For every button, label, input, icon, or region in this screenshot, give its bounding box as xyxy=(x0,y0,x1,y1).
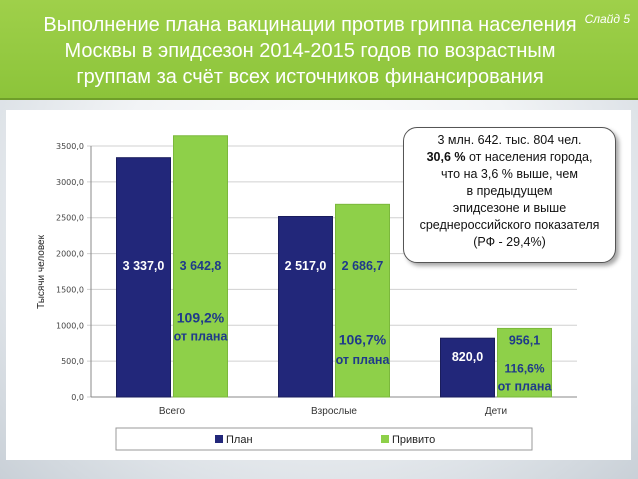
data-label: 956,1 xyxy=(509,334,540,348)
bar-plan xyxy=(278,215,333,398)
data-label: 2 517,0 xyxy=(285,259,327,273)
y-tick-label: 3000,0 xyxy=(56,178,84,187)
data-label: 3 337,0 xyxy=(123,259,165,273)
data-label: 2 686,7 xyxy=(342,259,384,273)
callout-line-1: 3 млн. 642. тыс. 804 чел. xyxy=(437,133,582,147)
bar-vaccinated xyxy=(497,327,552,398)
title-line-3: группам за счёт всех источников финансир… xyxy=(76,66,544,88)
callout-line-6: среднероссийского показателя xyxy=(419,218,600,232)
x-tick-label: Дети xyxy=(485,406,507,417)
y-axis-label: Тысячи человек xyxy=(36,234,47,309)
title-line-1: Выполнение плана вакцинации против грипп… xyxy=(43,14,577,36)
percent-annotation-text: от плана xyxy=(498,380,553,394)
callout-line-3: что на 3,6 % выше, чем xyxy=(441,167,578,181)
summary-callout: 3 млн. 642. тыс. 804 чел. 30,6 % от насе… xyxy=(403,127,616,263)
legend-label-plan: План xyxy=(226,434,253,446)
callout-line-4: в предыдущем xyxy=(466,184,553,198)
y-tick-label: 3500,0 xyxy=(56,142,84,151)
percent-annotation: 109,2% xyxy=(177,309,225,325)
callout-line-2-rest: от населения города, xyxy=(465,150,593,164)
y-tick-label: 500,0 xyxy=(61,357,84,366)
bar-vaccinated xyxy=(335,203,390,398)
y-tick-label: 1000,0 xyxy=(56,321,84,330)
bar-vaccinated xyxy=(173,135,228,398)
percent-annotation-text: от плана xyxy=(174,329,229,343)
y-tick-label: 1500,0 xyxy=(56,285,84,294)
title-line-2: Москвы в эпидсезон 2014-2015 годов по во… xyxy=(64,40,556,62)
data-label: 820,0 xyxy=(452,350,483,364)
bar-plan xyxy=(116,157,171,398)
callout-line-2: 30,6 % от населения города, xyxy=(406,149,613,166)
slide-number: Слайд 5 xyxy=(584,12,630,26)
data-label: 3 642,8 xyxy=(180,259,222,273)
percent-annotation-text: от плана xyxy=(336,353,391,367)
y-tick-label: 0,0 xyxy=(71,393,84,402)
title-bar xyxy=(0,0,638,100)
legend-label-vaccinated: Привито xyxy=(392,434,435,446)
bar-plan xyxy=(440,337,495,398)
y-tick-label: 2500,0 xyxy=(56,214,84,223)
legend-swatch-plan xyxy=(215,435,223,443)
page-title: Выполнение плана вакцинации против грипп… xyxy=(0,12,638,90)
legend-swatch-vaccinated xyxy=(381,435,389,443)
callout-percent: 30,6 % xyxy=(426,150,466,164)
percent-annotation: 106,7% xyxy=(339,332,387,348)
x-tick-label: Взрослые xyxy=(311,406,357,417)
x-tick-label: Всего xyxy=(159,406,186,417)
legend-box xyxy=(115,427,533,451)
y-tick-label: 2000,0 xyxy=(56,250,84,259)
callout-line-7: (РФ - 29,4%) xyxy=(473,235,546,249)
percent-annotation: 116,6% xyxy=(504,362,544,376)
callout-line-5: эпидсезоне и выше xyxy=(452,201,567,215)
